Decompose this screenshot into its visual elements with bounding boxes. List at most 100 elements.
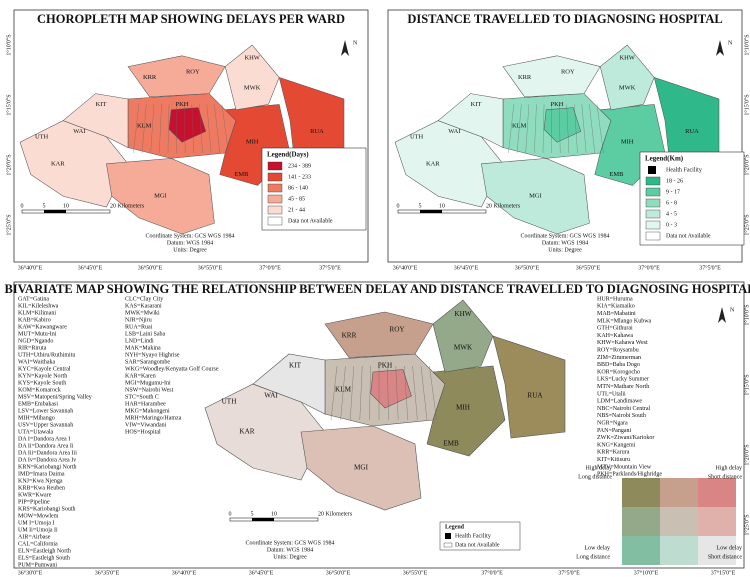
ward-label: UTH bbox=[222, 398, 237, 406]
ward-boundary bbox=[340, 365, 346, 421]
abbreviation: KIT=Kitisuru bbox=[597, 457, 630, 463]
legend-label: Data not Available bbox=[455, 542, 500, 548]
scale-label: 5 bbox=[419, 203, 422, 209]
ward-label: EMB bbox=[609, 171, 623, 178]
ward-label: MWK bbox=[454, 344, 473, 352]
coordinate-info: Datum: WGS 1984 bbox=[267, 547, 313, 553]
coordinate-info: Datum: WGS 1984 bbox=[542, 240, 588, 246]
ward-label: PKH bbox=[176, 101, 189, 108]
ward-boundary bbox=[369, 365, 371, 421]
abbreviation: HOS=Hospital bbox=[125, 429, 161, 435]
ward-boundary bbox=[542, 104, 545, 154]
abbreviation: RUA=Ruai bbox=[125, 324, 153, 330]
ward bbox=[432, 299, 494, 373]
abbreviation: MTV=Mountain View bbox=[597, 464, 652, 470]
legend-title: Legend(Days) bbox=[267, 151, 309, 159]
north-label: N bbox=[353, 40, 358, 46]
north-arrow bbox=[718, 307, 726, 323]
longitude-label: 36°45'0"E bbox=[454, 264, 479, 271]
ward-label: WAI bbox=[73, 128, 85, 135]
ward-label: ROY bbox=[186, 68, 200, 75]
abbreviation: MAB=Mabatini bbox=[597, 311, 636, 317]
abbreviation: LND=Lindi bbox=[125, 338, 154, 344]
ward-boundary bbox=[412, 365, 418, 421]
abbreviation: BBD=Baba Dogo bbox=[597, 362, 640, 368]
ward-boundary bbox=[221, 104, 229, 154]
latitude-label: 1°10'0"S bbox=[743, 34, 750, 55]
ward-label: RUA bbox=[310, 128, 324, 135]
legend-label: 141 - 233 bbox=[288, 174, 311, 180]
legend-swatch bbox=[267, 205, 283, 215]
ward-label: EMB bbox=[234, 171, 248, 178]
legend-label: 6 - 8 bbox=[666, 200, 677, 206]
legend-swatch bbox=[645, 176, 661, 186]
longitude-label: 37°5'0"E bbox=[319, 264, 341, 271]
ward-boundary bbox=[420, 365, 428, 421]
longitude-label: 37°0'0"E bbox=[259, 264, 281, 271]
latitude-label: 1°20'0"S bbox=[743, 154, 750, 175]
abbreviation: UTL=Utalii bbox=[597, 391, 626, 397]
ward-boundary bbox=[558, 104, 561, 154]
abbreviation: DA Iv=Dandora Area Iv bbox=[18, 457, 76, 463]
abbreviation: MLK=Mlango Kubwa bbox=[597, 318, 652, 324]
ward-label: MIH bbox=[246, 139, 259, 146]
longitude-label: 36°35'0"E bbox=[95, 569, 120, 576]
bivariate-cell bbox=[622, 478, 660, 507]
ward-boundary bbox=[150, 104, 155, 154]
abbreviation: KYN=Kayole North bbox=[18, 373, 67, 379]
ward-label: PKH bbox=[378, 362, 392, 370]
abbreviation: PUM=Pumwani bbox=[18, 562, 57, 568]
ward-label: WAI bbox=[448, 128, 460, 135]
legend-label: Health Facility bbox=[666, 167, 702, 173]
abbreviation: PKH=Parklands/Highridge bbox=[597, 472, 662, 478]
legend-label: Data not Available bbox=[288, 218, 333, 224]
bivariate-cell bbox=[660, 507, 698, 536]
ward-label: KAR bbox=[51, 160, 65, 167]
ward-boundary bbox=[206, 104, 212, 154]
ward-boundary bbox=[133, 104, 139, 154]
legend-label: 4 - 5 bbox=[666, 211, 677, 217]
ward bbox=[224, 44, 280, 111]
bivariate-cell bbox=[698, 507, 736, 536]
ward-boundary bbox=[534, 104, 537, 154]
abbreviation: KIL=Kileleshwa bbox=[18, 303, 59, 309]
bivariate-cell bbox=[622, 536, 660, 565]
ward-label: KHW bbox=[619, 54, 635, 61]
ward-boundary bbox=[141, 104, 147, 154]
coordinate-info: Units: Degree bbox=[548, 247, 582, 253]
ward bbox=[106, 158, 215, 235]
ward-map: KHW KRR ROY MWK KIT RUA MIH EMB KAR MGI UTH WAI KLM P… bbox=[19, 44, 345, 235]
ward-label: KHW bbox=[244, 54, 260, 61]
abbreviation: MUT=Mutu-Ini bbox=[18, 331, 57, 337]
abbreviation: KRR=Karura bbox=[597, 450, 630, 456]
ward-boundary bbox=[404, 365, 408, 421]
abbreviation: VIW=Viwandani bbox=[125, 422, 167, 428]
ward-label: KLM bbox=[512, 122, 527, 129]
legend-swatch bbox=[267, 194, 283, 204]
bivariate-label: Low delay bbox=[585, 545, 611, 551]
abbreviation: STC=South C bbox=[125, 394, 159, 400]
abbreviation: LDM=Landimawe bbox=[597, 399, 642, 405]
scale-bar bbox=[44, 210, 66, 213]
abbreviation: MOW=Mowlem bbox=[18, 513, 59, 519]
ward-label: MWK bbox=[244, 85, 261, 92]
legend-label: 18 - 26 bbox=[666, 178, 683, 184]
coordinate-info: Coordinate System: GCS WGS 1984 bbox=[246, 540, 335, 546]
abbreviation: RIR=Riruta bbox=[18, 345, 47, 351]
latitude-label: 1°20'0"S bbox=[5, 154, 12, 175]
legend-label: 45 - 85 bbox=[288, 196, 305, 202]
longitude-label: 36°55'0"E bbox=[403, 569, 428, 576]
abbreviation: UM Ii=Umoja Ii bbox=[18, 527, 58, 533]
north-label: N bbox=[728, 40, 733, 46]
panel-frame bbox=[387, 9, 743, 263]
abbreviation: PIP=Pipeline bbox=[18, 499, 50, 505]
coordinate-info: Units: Degree bbox=[173, 247, 207, 253]
legend-label: Data not Available bbox=[666, 233, 711, 239]
latitude-label: 1°25'0"S bbox=[743, 214, 750, 235]
ward-label: KAR bbox=[426, 160, 440, 167]
abbreviation: LSV=Lower Savannah bbox=[18, 408, 73, 414]
ward-boundary bbox=[167, 104, 170, 154]
scale-bar bbox=[420, 210, 442, 213]
abbreviation: WAI=Waithaka bbox=[18, 359, 56, 365]
ward-boundary bbox=[516, 104, 522, 154]
